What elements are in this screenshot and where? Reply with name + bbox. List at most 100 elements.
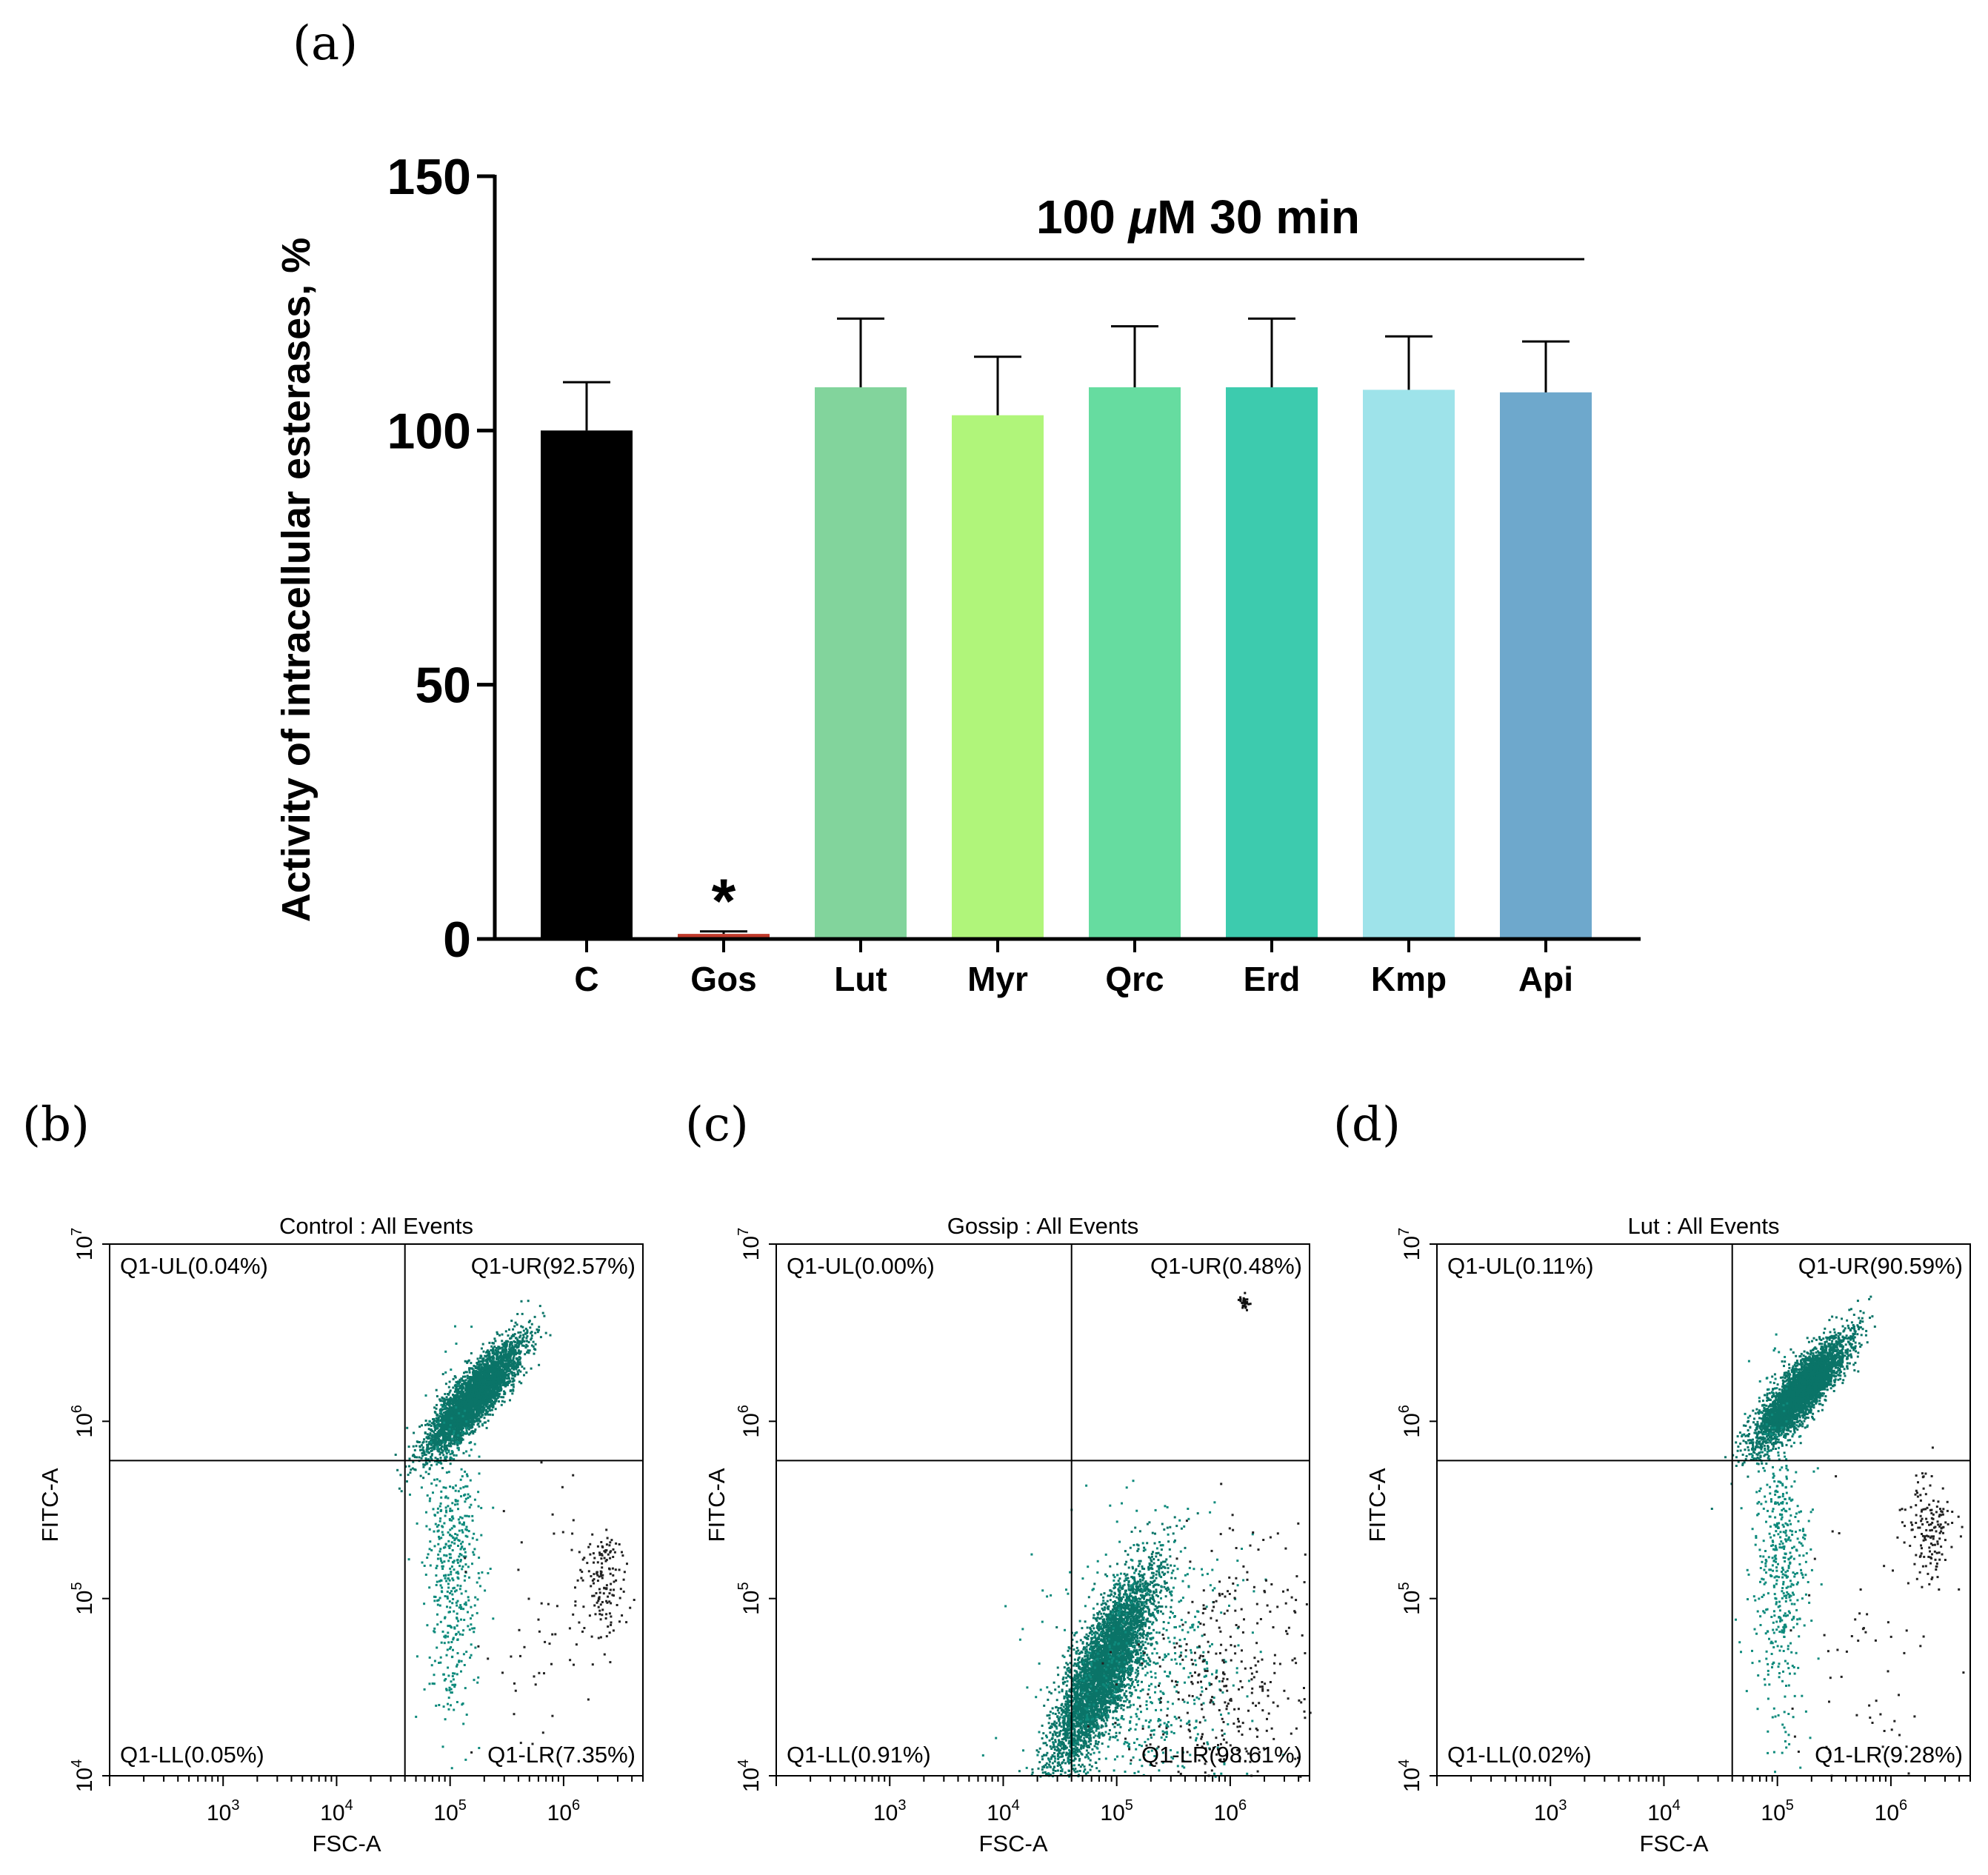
event-dot (436, 1435, 438, 1438)
event-dot (463, 1548, 465, 1551)
event-dot (487, 1386, 490, 1389)
event-dot (464, 1534, 467, 1537)
event-dot (461, 1565, 464, 1568)
event-dot (598, 1575, 601, 1578)
event-dot (493, 1337, 496, 1340)
event-dot (453, 1397, 456, 1400)
event-dot (433, 1530, 436, 1533)
event-dot (433, 1406, 436, 1409)
event-dot (440, 1496, 443, 1499)
event-dot (458, 1416, 461, 1419)
event-dot (490, 1408, 493, 1411)
event-dot (441, 1433, 444, 1435)
event-dot (475, 1373, 478, 1376)
event-dot (427, 1437, 430, 1440)
event-dot (462, 1722, 465, 1725)
event-dot (591, 1594, 594, 1597)
event-dot (504, 1368, 506, 1370)
event-dot (464, 1485, 467, 1488)
event-dot (591, 1663, 594, 1666)
event-dot (472, 1408, 475, 1411)
event-dot (492, 1617, 495, 1620)
event-dot (438, 1423, 441, 1426)
event-dot (465, 1431, 468, 1434)
event-dot (504, 1351, 507, 1354)
event-dot (504, 1350, 507, 1353)
event-dot (490, 1363, 493, 1366)
event-dot (462, 1451, 465, 1454)
event-dot (595, 1592, 598, 1594)
event-dot (500, 1365, 503, 1368)
event-dot (600, 1574, 603, 1577)
event-dot (516, 1357, 518, 1360)
event-dot (400, 1490, 403, 1493)
event-dot (461, 1383, 464, 1386)
event-dot (427, 1451, 430, 1454)
event-dot (477, 1405, 480, 1408)
event-dot (450, 1544, 452, 1547)
event-dot (444, 1450, 447, 1453)
event-dot (501, 1356, 504, 1359)
event-dot (492, 1396, 495, 1399)
event-dot (496, 1357, 498, 1360)
event-dot (590, 1575, 593, 1577)
event-dot (478, 1357, 481, 1360)
event-dot (461, 1475, 464, 1478)
event-dot (473, 1412, 475, 1415)
event-dot (482, 1380, 484, 1383)
event-dot (455, 1406, 458, 1409)
event-dot (609, 1557, 612, 1560)
event-dot (583, 1627, 586, 1629)
event-dot (447, 1386, 450, 1388)
event-dot (538, 1326, 541, 1328)
event-dot (461, 1398, 464, 1401)
event-dot (437, 1553, 440, 1556)
event-dot (444, 1574, 447, 1577)
event-dot (450, 1398, 453, 1400)
event-dot (468, 1406, 471, 1409)
event-dot (425, 1525, 428, 1528)
event-dot (441, 1373, 444, 1376)
event-dot (521, 1341, 524, 1344)
event-dot (468, 1506, 471, 1509)
event-dot (445, 1511, 448, 1514)
event-dot (610, 1550, 613, 1553)
event-dot (465, 1400, 468, 1403)
event-dot (472, 1415, 474, 1417)
event-dot (502, 1359, 505, 1362)
event-dot (540, 1461, 543, 1464)
event-dot (610, 1621, 613, 1624)
event-dot (450, 1368, 453, 1371)
event-dot (438, 1662, 440, 1664)
event-dot (458, 1391, 461, 1394)
event-dot (427, 1472, 430, 1475)
event-dot (481, 1400, 484, 1403)
event-dot (440, 1412, 443, 1415)
event-dot (433, 1411, 436, 1414)
event-dot (470, 1417, 473, 1420)
event-dot (536, 1331, 539, 1334)
event-dot (461, 1531, 464, 1534)
event-dot (461, 1437, 464, 1440)
event-dot (502, 1396, 505, 1399)
event-dot (524, 1353, 527, 1356)
event-dot (606, 1601, 609, 1604)
event-dot (448, 1414, 451, 1417)
event-dot (432, 1491, 434, 1494)
event-dot (453, 1708, 456, 1711)
event-dot (449, 1453, 452, 1456)
event-dot (615, 1542, 618, 1545)
event-dot (501, 1348, 504, 1351)
event-dot (510, 1320, 513, 1323)
event-dot (596, 1574, 599, 1577)
event-dot (425, 1448, 428, 1451)
event-dot (447, 1625, 450, 1628)
event-dot (493, 1365, 496, 1368)
event-dot (579, 1568, 582, 1571)
event-dot (518, 1358, 521, 1361)
event-dot (465, 1429, 468, 1432)
event-dot (436, 1403, 438, 1406)
event-dot (497, 1386, 500, 1388)
event-dot (462, 1555, 465, 1558)
event-dot (451, 1412, 453, 1415)
